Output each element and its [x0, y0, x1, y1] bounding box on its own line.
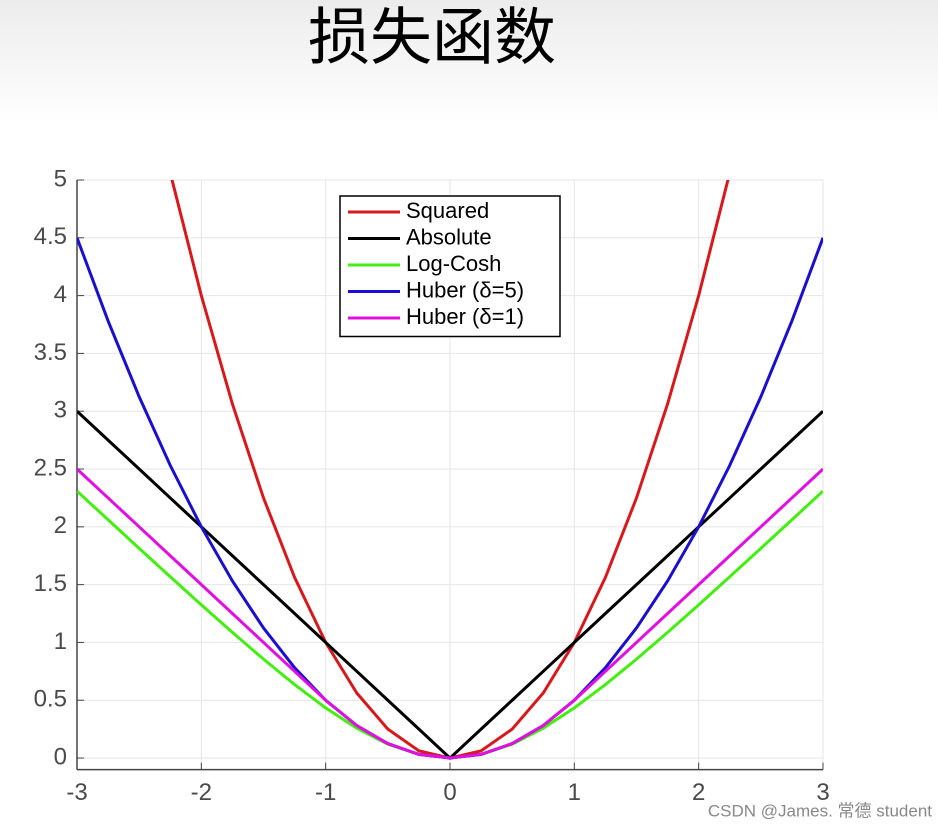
y-tick-label: 0.5 [34, 686, 67, 713]
y-tick-label: 2 [54, 512, 67, 539]
y-tick-label: 1.5 [34, 570, 67, 597]
x-tick-label: 2 [692, 779, 705, 806]
y-tick-label: 3 [54, 397, 67, 424]
x-tick-label: -1 [315, 779, 336, 806]
y-tick-label: 3.5 [34, 339, 67, 366]
x-tick-label: -2 [191, 779, 212, 806]
y-tick-label: 4 [54, 281, 67, 308]
y-tick-label: 5 [54, 165, 67, 192]
watermark: CSDN @James. 常德 student [708, 801, 932, 820]
legend-label: Log-Cosh [406, 251, 501, 276]
y-tick-label: 4.5 [34, 223, 67, 250]
legend-label: Absolute [406, 224, 492, 249]
x-tick-label: -3 [66, 779, 87, 806]
x-tick-label: 3 [816, 779, 829, 806]
plot-area [77, 180, 823, 761]
line [77, 467, 823, 760]
y-tick-label: 2.5 [34, 454, 67, 481]
x-tick-label: 0 [443, 779, 456, 806]
legend-label: Huber (δ=5) [406, 277, 524, 302]
y-tick-label: 1 [54, 628, 67, 655]
y-tick-label: 0 [54, 743, 67, 770]
legend-label: Squared [406, 198, 489, 223]
x-tick-label: 1 [568, 779, 581, 806]
legend-label: Huber (δ=1) [406, 304, 524, 329]
chart-title: 损失函数 [308, 3, 556, 72]
